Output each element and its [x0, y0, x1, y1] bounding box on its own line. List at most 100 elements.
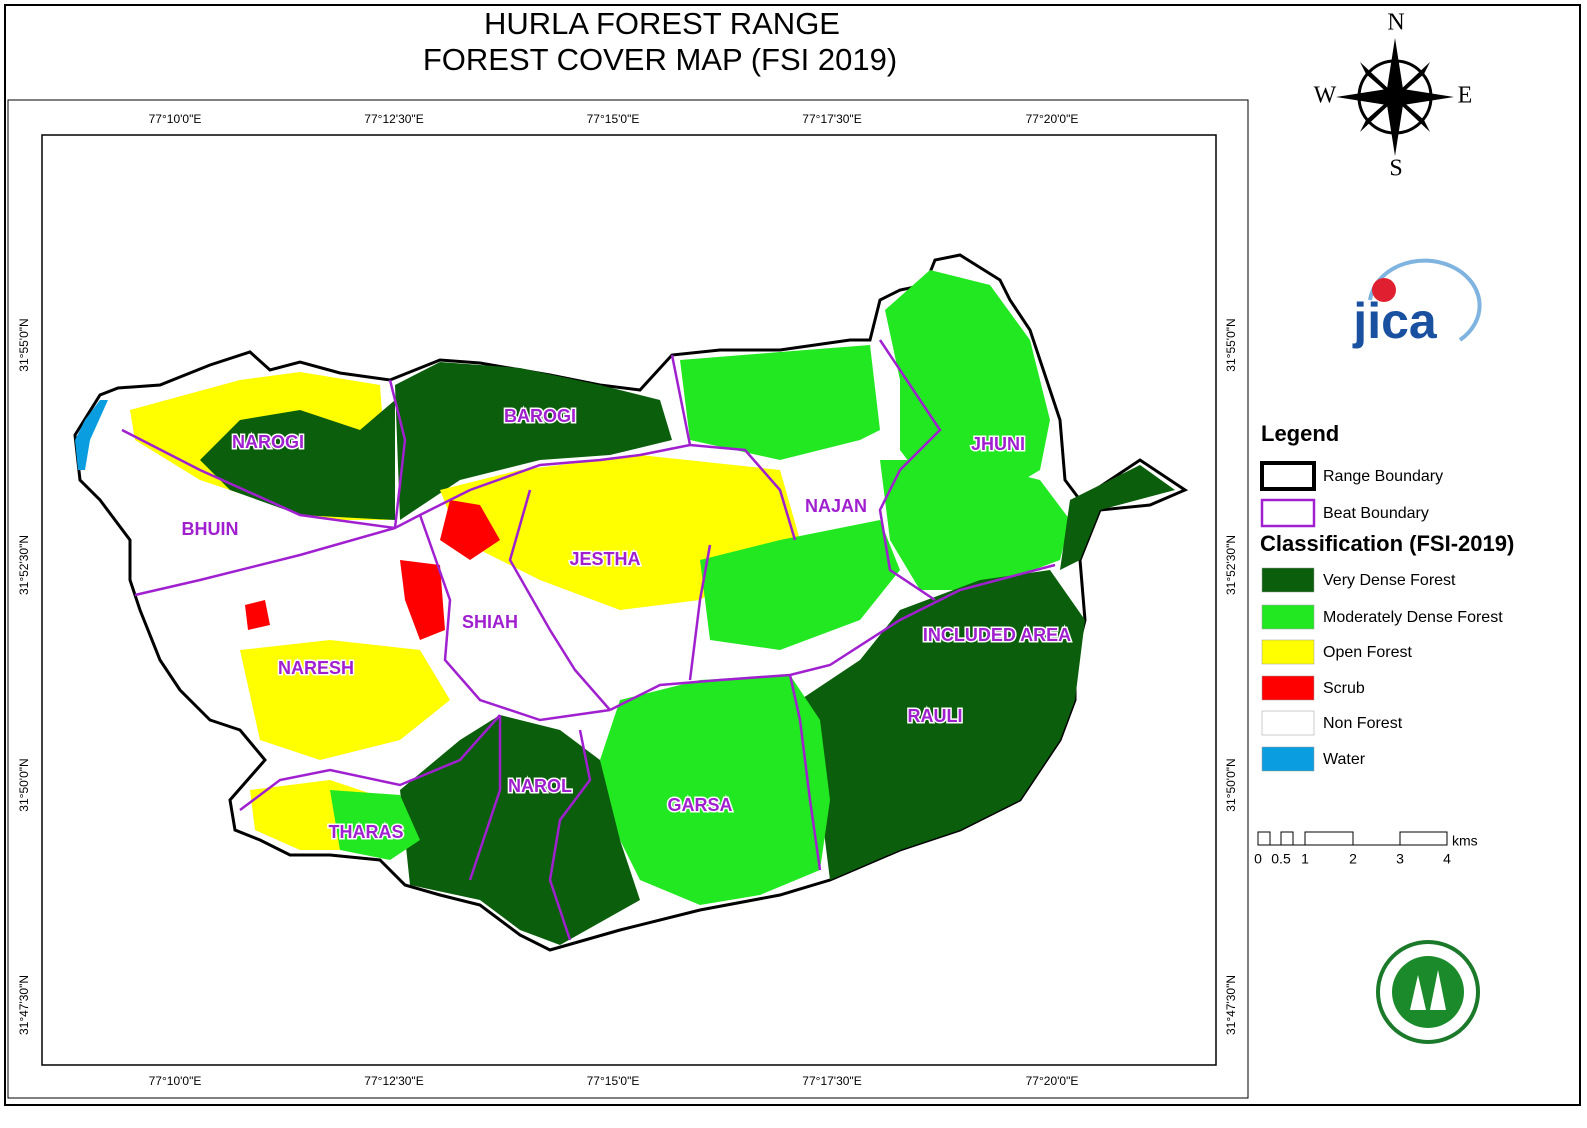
cover-patch	[600, 675, 830, 905]
cover-patch	[800, 570, 1085, 880]
compass-point	[1360, 62, 1398, 102]
beat-boundary	[548, 729, 592, 941]
cover-patch	[440, 500, 500, 560]
latitude-label: 31°55'0"N	[17, 318, 31, 371]
scale-label: 1	[1301, 851, 1309, 867]
scale-label: 0.5	[1271, 851, 1291, 867]
beat-label: JESTHA	[569, 549, 640, 569]
compass-label: E	[1458, 83, 1473, 109]
cover-patch	[680, 345, 880, 460]
scale-label: 4	[1443, 851, 1451, 867]
legend-swatch	[1260, 498, 1316, 528]
scale-label: 2	[1349, 851, 1357, 867]
longitude-label: 77°20'0"E	[1026, 1074, 1079, 1088]
beat-boundary	[121, 428, 797, 541]
cover-patch	[880, 460, 1070, 590]
compass-label: N	[1387, 10, 1404, 36]
page-border	[4, 4, 1581, 1106]
title-line: FOREST COVER MAP (FSI 2019)	[423, 42, 897, 77]
legend-swatch	[1261, 675, 1315, 701]
latitude-label: 31°52'30"N	[1224, 535, 1238, 595]
jica-logo: jica	[1352, 258, 1482, 349]
beat-boundary	[468, 715, 502, 881]
legend-title: Legend	[1261, 421, 1339, 446]
beat-label: NAROL	[508, 776, 572, 796]
cover-patch	[330, 790, 420, 860]
logo-disc	[1392, 956, 1464, 1028]
beat-label: INCLUDED AREA	[923, 625, 1071, 645]
legend-swatch	[1261, 710, 1315, 736]
legend-swatch	[1261, 567, 1315, 593]
scale-bar: kms 0 0.5 1 2 3 4	[1254, 831, 1478, 867]
compass-point	[1387, 97, 1403, 156]
compass-point	[1360, 92, 1398, 132]
beat-boundary	[508, 489, 611, 711]
compass-point	[1395, 89, 1454, 105]
cover-patch	[200, 400, 395, 520]
logo-tree	[1410, 975, 1426, 1010]
legend-label: Range Boundary	[1323, 468, 1443, 485]
beat-boundary	[239, 714, 501, 811]
beat-label: JHUNI	[971, 434, 1025, 454]
beat-label: NARESH	[278, 658, 354, 678]
legend-label: Open Forest	[1323, 644, 1412, 661]
beat-label: NAJAN	[805, 496, 867, 516]
beat-label: GARSA	[667, 795, 732, 815]
forest-dept-logo	[1376, 940, 1480, 1044]
beat-label: SHIAH	[462, 612, 518, 632]
beat-label: NAROGI	[232, 432, 304, 452]
classification-title: Classification (FSI-2019)	[1260, 531, 1514, 556]
scale-unit: kms	[1452, 833, 1478, 849]
latitude-label: 31°50'0"N	[17, 758, 31, 811]
compass: N W E S	[1314, 10, 1473, 182]
beat-boundaries	[121, 339, 1056, 941]
cover-patch	[1060, 465, 1175, 570]
logo-arc	[1368, 258, 1482, 342]
compass-label: S	[1389, 156, 1402, 182]
beat-label: RAULI	[908, 706, 963, 726]
scale-bar-shape	[1257, 831, 1448, 846]
legend-swatch	[1260, 461, 1316, 491]
latitude-label: 31°55'0"N	[1224, 318, 1238, 371]
compass-point	[1336, 89, 1395, 105]
longitude-label: 77°12'30"E	[364, 1074, 423, 1088]
legend-label: Non Forest	[1323, 715, 1403, 732]
cover-patch	[400, 715, 640, 945]
legend-label: Water	[1323, 751, 1366, 768]
beat-label: THARAS	[329, 822, 404, 842]
cover-patch	[700, 520, 900, 650]
scale-label: 3	[1396, 851, 1404, 867]
cover-patch	[75, 400, 108, 470]
beat-label: BHUIN	[182, 519, 239, 539]
beat-boundary	[418, 514, 611, 722]
latitude-label: 31°50'0"N	[1224, 758, 1238, 811]
legend-swatch	[1261, 746, 1315, 772]
latitude-label: 31°52'30"N	[17, 535, 31, 595]
beat-boundary	[688, 544, 712, 681]
compass-label: W	[1314, 83, 1337, 109]
beat-boundary	[788, 674, 822, 871]
logo-text: jica	[1352, 293, 1438, 349]
longitude-label: 77°17'30"E	[802, 1074, 861, 1088]
scale-label: 0	[1254, 851, 1262, 867]
longitude-label: 77°15'0"E	[587, 112, 640, 126]
legend-label: Moderately Dense Forest	[1323, 609, 1503, 626]
longitude-label: 77°10'0"E	[149, 1074, 202, 1088]
legend-label: Scrub	[1323, 680, 1365, 697]
cover-patch	[240, 640, 450, 760]
legend-swatch	[1261, 604, 1315, 630]
beat-boundary	[670, 354, 692, 446]
logo-dot	[1372, 278, 1396, 302]
longitude-label: 77°12'30"E	[364, 112, 423, 126]
beat-boundary	[609, 563, 1056, 712]
beat-boundary	[388, 379, 407, 529]
latitude-label: 31°47'30"N	[1224, 975, 1238, 1035]
legend-label: Very Dense Forest	[1323, 572, 1456, 589]
title-line: HURLA FOREST RANGE	[484, 6, 840, 41]
forest-map	[73, 253, 1189, 952]
map-frame	[7, 99, 1249, 1099]
cover-patch	[400, 560, 445, 640]
legend-swatch	[1261, 639, 1315, 665]
beat-label: BAROGI	[504, 406, 576, 426]
